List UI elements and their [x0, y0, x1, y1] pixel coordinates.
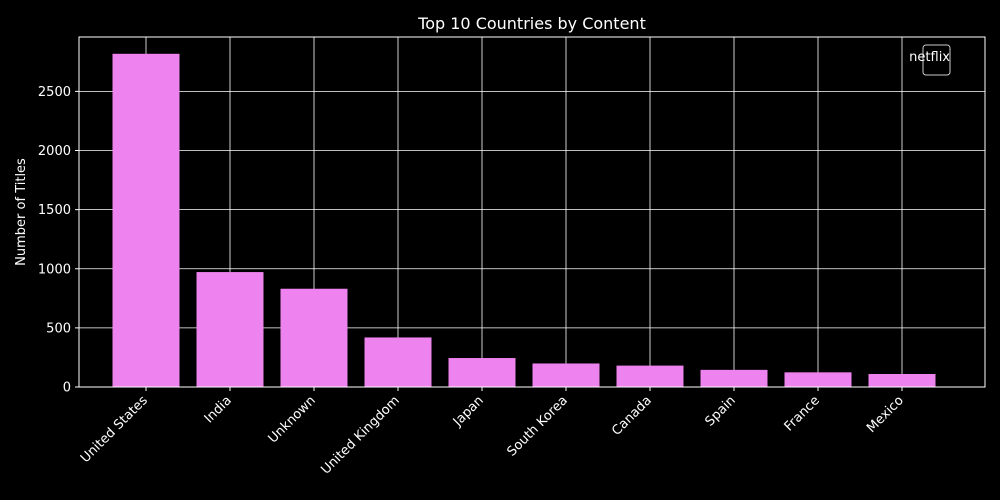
bars [112, 53, 936, 388]
bar-united-states [112, 53, 180, 388]
y-tick-label: 500 [46, 321, 71, 336]
bar-canada [616, 365, 684, 387]
grid-lines [79, 37, 985, 388]
y-tick-label: 2500 [38, 85, 71, 100]
plot-frame [78, 36, 986, 388]
y-tick-label: 1500 [38, 203, 71, 218]
bar-france [784, 372, 852, 387]
y-axis-title: Number of Titles [14, 158, 29, 266]
bar-japan [448, 358, 516, 387]
bar-mexico [868, 373, 936, 387]
legend: netflix [909, 44, 951, 76]
chart-title: Top 10 Countries by Content [417, 14, 646, 33]
bar-india [196, 272, 264, 387]
bar-south-korea [532, 363, 600, 387]
bar-spain [700, 369, 768, 387]
y-tick-label: 1000 [38, 262, 71, 277]
bar-unknown [280, 288, 348, 387]
legend-box [922, 44, 951, 76]
y-tick-label: 2000 [38, 144, 71, 159]
legend-entry: netflix [909, 50, 950, 65]
bar-united-kingdom [364, 337, 432, 387]
y-tick-label: 0 [63, 381, 71, 396]
